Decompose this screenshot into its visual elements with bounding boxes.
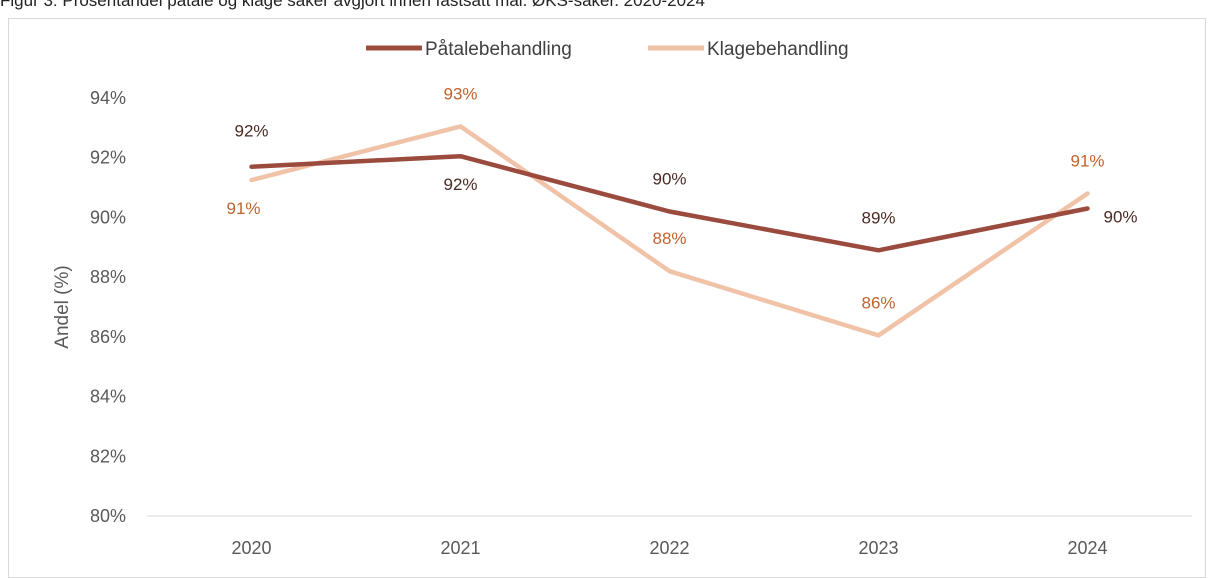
data-point-s2: [1086, 192, 1090, 196]
legend-label-2: Klagebehandling: [707, 39, 849, 60]
data-label: 89%: [861, 208, 895, 227]
y-tick-label: 88%: [90, 267, 126, 287]
y-tick-label: 84%: [90, 387, 126, 407]
y-tick-label: 94%: [90, 88, 126, 108]
data-label: 93%: [443, 84, 477, 103]
data-point-s1: [877, 248, 881, 252]
data-label: 92%: [443, 175, 477, 194]
data-point-s2: [668, 269, 672, 273]
data-point-s1: [1086, 206, 1090, 210]
x-tick-label: 2021: [440, 538, 480, 558]
data-label: 91%: [226, 199, 260, 218]
x-tick-label: 2022: [649, 538, 689, 558]
data-point-s2: [459, 124, 463, 128]
y-tick-label: 82%: [90, 446, 126, 466]
data-point-s2: [877, 333, 881, 337]
data-label: 88%: [652, 229, 686, 248]
data-point-s1: [250, 165, 254, 169]
data-label: 86%: [861, 293, 895, 312]
y-tick-label: 86%: [90, 327, 126, 347]
series-line-2: [249, 124, 1090, 338]
data-point-s1: [459, 154, 463, 158]
data-label: 91%: [1070, 152, 1104, 171]
y-tick-label: 92%: [90, 148, 126, 168]
y-axis-title: Andel (%): [52, 265, 73, 348]
x-tick-label: 2020: [231, 538, 271, 558]
legend-label-1: Påtalebehandling: [425, 39, 572, 60]
data-point-s1: [668, 209, 672, 213]
y-tick-label: 90%: [90, 207, 126, 227]
x-tick-label: 2024: [1067, 538, 1107, 558]
data-label: 92%: [234, 122, 268, 141]
y-tick-label: 80%: [90, 506, 126, 526]
figure-caption: Figur 3: Prosentandel påtale og klage sa…: [0, 0, 705, 10]
data-label: 90%: [1104, 207, 1138, 226]
data-label: 90%: [652, 169, 686, 188]
line-chart: 80% 82% 84% 86% 88% 90% 92% 94% 2020 2021 2022 2023…: [52, 39, 1192, 558]
data-point-s2: [250, 178, 254, 182]
series-line-1: [249, 153, 1090, 253]
x-tick-label: 2023: [858, 538, 898, 558]
